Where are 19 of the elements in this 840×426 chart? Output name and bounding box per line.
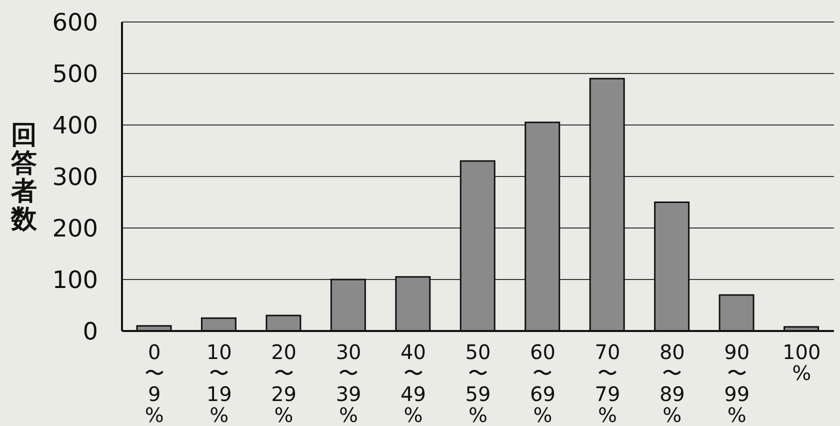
x-tick-label: 20〜29%	[271, 340, 297, 426]
y-tick-label: 600	[52, 8, 98, 37]
x-tick-label: 50〜59%	[465, 340, 491, 426]
x-tick-label: 100%	[782, 340, 821, 385]
y-tick-label: 0	[82, 318, 98, 346]
y-tick-label: 100	[52, 266, 98, 294]
x-tick-label: 60〜69%	[530, 340, 556, 426]
x-tick-label: 90〜99%	[724, 340, 750, 426]
x-tick-label: 40〜49%	[400, 340, 426, 426]
y-tick-label: 500	[52, 60, 98, 88]
x-tick-label: 10〜19%	[206, 340, 232, 426]
y-tick-label: 300	[52, 163, 98, 192]
y-axis-title: 回答者数	[10, 120, 38, 234]
x-tick-label: 70〜79%	[594, 340, 620, 426]
x-tick-label: 0〜9%	[144, 340, 164, 426]
y-tick-label: 200	[52, 214, 98, 243]
x-tick-label: 30〜39%	[336, 340, 362, 426]
x-tick-label: 80〜89%	[659, 340, 685, 426]
y-tick-label: 400	[52, 112, 98, 140]
